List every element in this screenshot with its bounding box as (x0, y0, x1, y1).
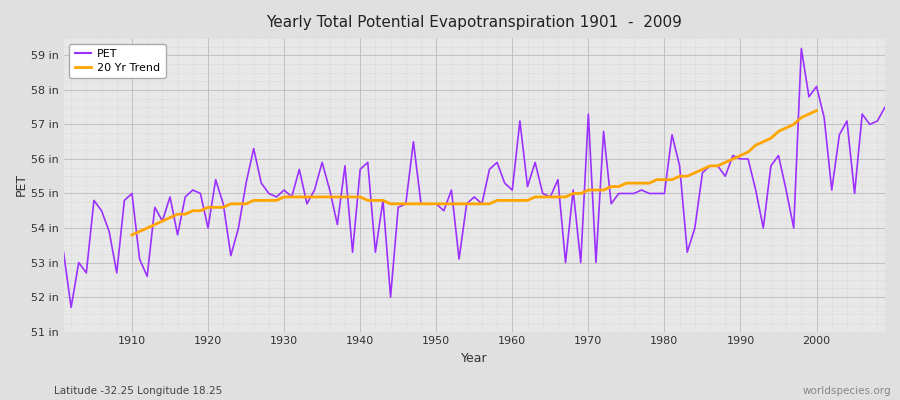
Y-axis label: PET: PET (15, 173, 28, 196)
X-axis label: Year: Year (461, 352, 488, 365)
Text: worldspecies.org: worldspecies.org (803, 386, 891, 396)
Title: Yearly Total Potential Evapotranspiration 1901  -  2009: Yearly Total Potential Evapotranspiratio… (266, 15, 682, 30)
Legend: PET, 20 Yr Trend: PET, 20 Yr Trend (69, 44, 166, 78)
Text: Latitude -32.25 Longitude 18.25: Latitude -32.25 Longitude 18.25 (54, 386, 222, 396)
